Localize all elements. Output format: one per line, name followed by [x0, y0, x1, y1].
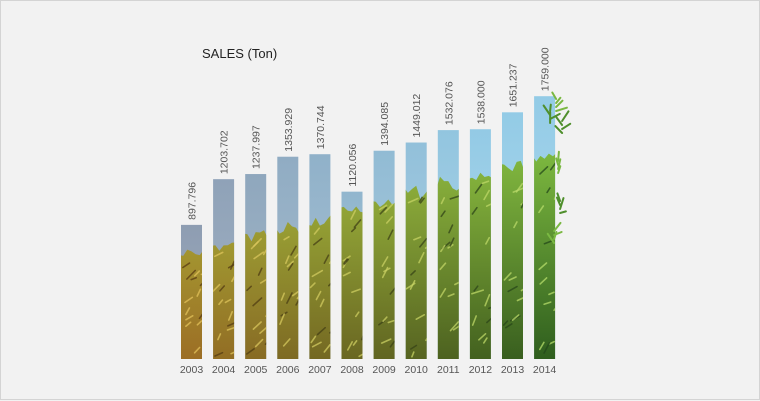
bar-foliage-2006 — [275, 222, 301, 359]
year-label-2003: 2003 — [180, 364, 204, 376]
bar-foliage-2007 — [307, 214, 337, 359]
value-label-2014: 1759.000 — [540, 47, 552, 91]
value-label-2007: 1370.744 — [315, 105, 327, 149]
bar-foliage-2012 — [468, 173, 496, 359]
value-label-2008: 1120.056 — [347, 143, 359, 186]
year-label-2010: 2010 — [405, 364, 429, 376]
value-label-2003: 897.796 — [187, 182, 199, 220]
bar-foliage-2013 — [500, 161, 531, 359]
bar-foliage-2009 — [372, 200, 397, 360]
value-label-2006: 1353.929 — [283, 108, 295, 152]
bar-2004 — [211, 179, 242, 359]
year-label-2011: 2011 — [437, 364, 460, 376]
value-label-2004: 1203.702 — [219, 130, 231, 174]
value-label-2005: 1237.997 — [251, 125, 263, 169]
year-label-2014: 2014 — [533, 364, 557, 376]
value-label-2009: 1394.085 — [379, 102, 391, 146]
bar-2006 — [275, 157, 301, 359]
year-label-2012: 2012 — [469, 364, 493, 376]
bar-foliage-2004 — [211, 242, 242, 359]
value-label-2012: 1538.000 — [475, 80, 487, 124]
bars-group — [179, 93, 570, 360]
value-label-2013: 1651.237 — [508, 63, 520, 107]
bar-foliage-2011 — [436, 177, 462, 359]
year-label-2013: 2013 — [501, 364, 525, 376]
bar-2007 — [307, 154, 337, 359]
year-labels-group: 2003 2004 2005 2006 2007 2008 2009 2010 2011 2012… — [180, 364, 557, 376]
bar-2011 — [436, 130, 462, 359]
bar-foliage-2005 — [243, 230, 273, 359]
bar-foliage-2003 — [179, 249, 209, 359]
chart-title: SALES (Ton) — [202, 46, 277, 61]
year-label-2009: 2009 — [372, 364, 396, 376]
bar-2003 — [179, 225, 209, 359]
value-labels-group: 897.796 1203.702 1237.997 1353.929 1370.744 1… — [187, 47, 552, 220]
bar-2012 — [468, 129, 496, 359]
bar-2005 — [243, 174, 273, 359]
bar-2009 — [372, 151, 397, 359]
value-label-2010: 1449.012 — [411, 94, 423, 138]
bar-2014 — [532, 96, 557, 359]
year-label-2005: 2005 — [244, 364, 268, 376]
year-label-2007: 2007 — [308, 364, 332, 376]
bar-2008 — [340, 192, 369, 359]
bar-foliage-2008 — [340, 207, 369, 360]
year-label-2008: 2008 — [340, 364, 364, 376]
bar-foliage-2014 — [532, 152, 557, 359]
bar-2013 — [500, 112, 531, 359]
year-label-2004: 2004 — [212, 364, 236, 376]
bar-foliage-2010 — [404, 186, 435, 359]
bar-2010 — [404, 143, 435, 359]
year-label-2006: 2006 — [276, 364, 300, 376]
value-label-2011: 1532.076 — [443, 81, 455, 125]
